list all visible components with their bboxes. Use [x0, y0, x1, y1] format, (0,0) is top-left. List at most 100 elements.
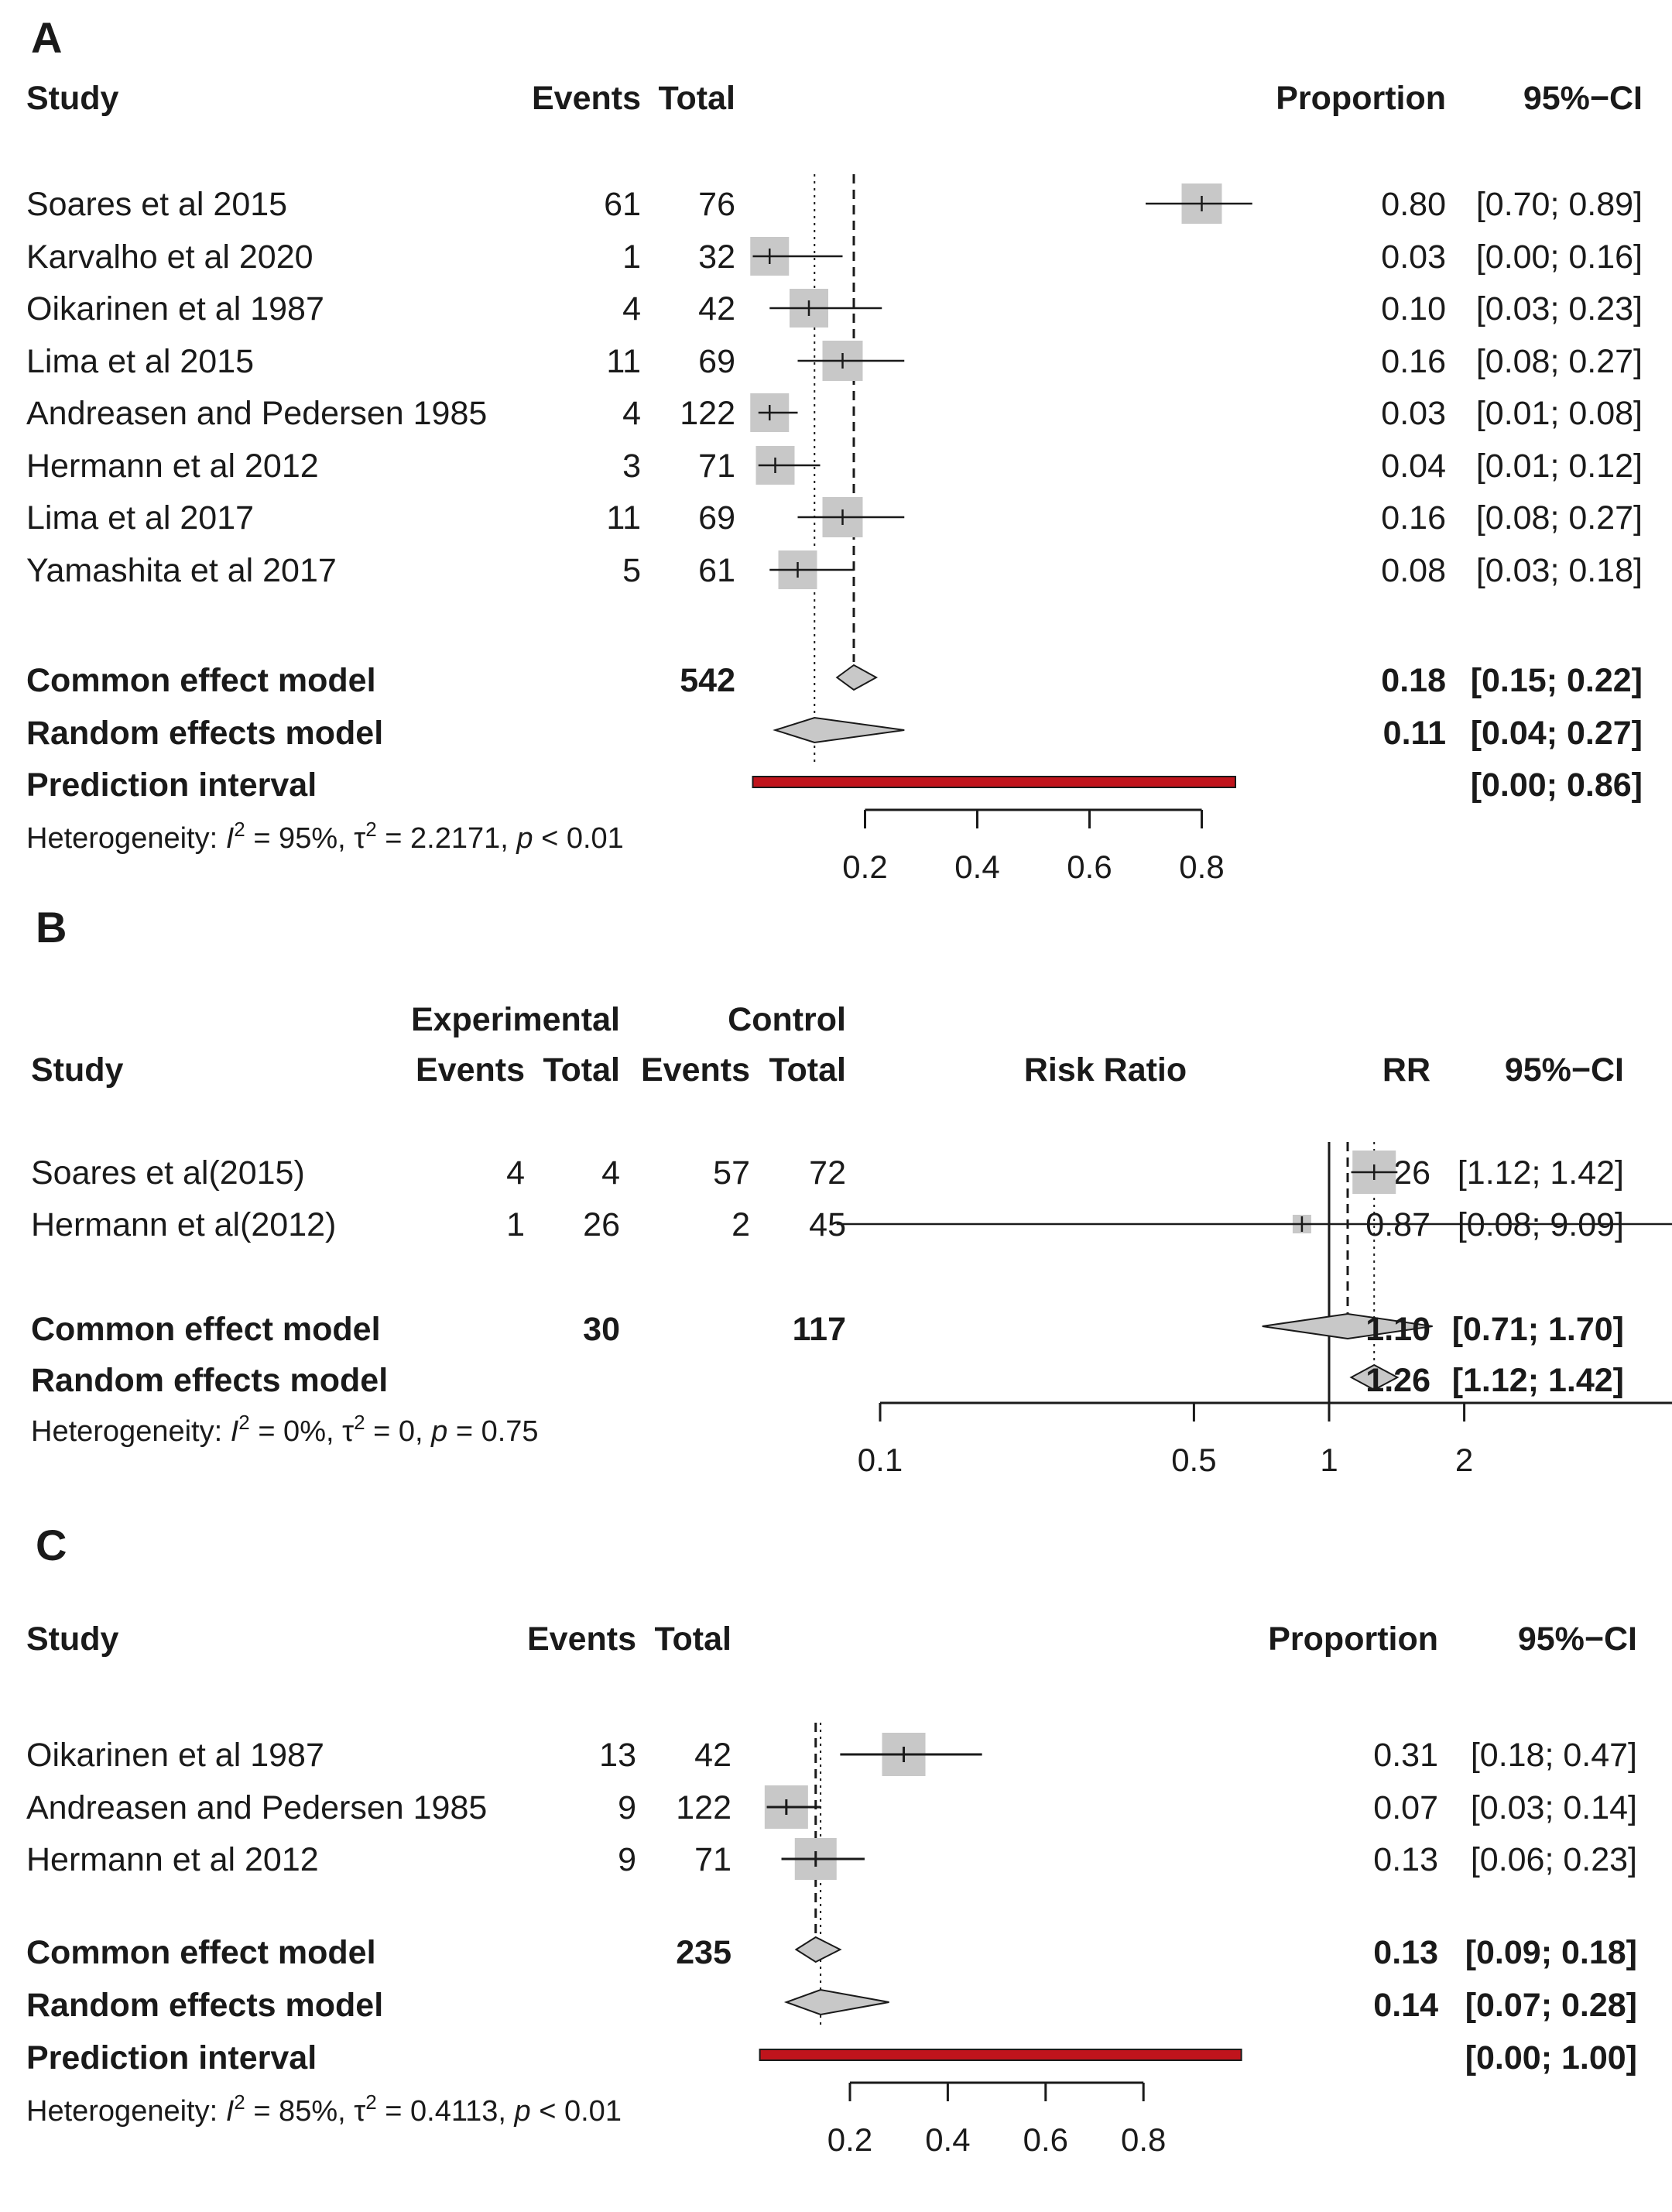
study-name: Andreasen and Pedersen 1985: [26, 1789, 487, 1826]
study-total: 42: [698, 290, 735, 328]
study-events: 11: [606, 499, 641, 537]
plot-area-a: 0.2 0.4 0.6 0.8: [750, 174, 1252, 885]
common-effect-label: Common effect model: [26, 662, 376, 699]
study-events: 3: [622, 448, 641, 485]
proportion-header: Proportion: [1268, 1620, 1438, 1658]
random-effects-diamond: [783, 1988, 889, 2016]
control-total: 72: [809, 1154, 846, 1192]
common-effect-estimate: 0.13: [1373, 1934, 1438, 1971]
study-estimate: 0.16: [1381, 499, 1446, 537]
study-events: 4: [622, 290, 641, 328]
x-axis-tick-label: 0.5: [1171, 1442, 1216, 1478]
events-header: Events: [527, 1620, 636, 1658]
x-axis-tick-label: 1: [1320, 1442, 1338, 1478]
random-effects-estimate: 0.11: [1383, 715, 1446, 752]
random-effects-ci: [1.12; 1.42]: [1452, 1362, 1624, 1399]
common-effect-ci: [0.09; 0.18]: [1465, 1934, 1637, 1971]
random-effects-estimate: 1.26: [1365, 1362, 1430, 1399]
study-events: 11: [606, 343, 641, 380]
study-events: 5: [622, 552, 641, 589]
x-axis-tick-label: 0.2: [827, 2121, 872, 2158]
experimental-events: 1: [506, 1206, 525, 1243]
panel-label-c: C: [36, 1521, 67, 1569]
common-effect-diamond: [1262, 1312, 1433, 1340]
common-effect-ci: [0.71; 1.70]: [1452, 1311, 1624, 1348]
common-effect-ci: [0.15; 0.22]: [1471, 662, 1643, 699]
study-total: 71: [698, 448, 735, 485]
proportion-header: Proportion: [1276, 80, 1446, 117]
study-name: Soares et al(2015): [31, 1154, 305, 1192]
panel-a: A Study Events Total Proportion 95%−CI S…: [26, 13, 1643, 885]
study-name: Yamashita et al 2017: [26, 552, 337, 589]
experimental-total: 26: [583, 1206, 620, 1243]
study-name: Oikarinen et al 1987: [26, 1737, 324, 1774]
random-effects-diamond: [1349, 1363, 1400, 1391]
total-header: Total: [658, 80, 735, 117]
study-ci: [0.00; 0.16]: [1476, 238, 1643, 276]
study-ci: [0.01; 0.08]: [1476, 395, 1643, 432]
total-header: Total: [654, 1620, 732, 1658]
study-total: 61: [698, 552, 735, 589]
common-effect-estimate: 0.18: [1381, 662, 1446, 699]
heterogeneity-statement: Heterogeneity: I2 = 95%, τ2 = 2.2171, p …: [26, 818, 624, 855]
study-events: 9: [618, 1789, 636, 1826]
study-name: Lima et al 2015: [26, 343, 254, 380]
common-effect-experimental-total: 30: [583, 1311, 620, 1348]
control-events-header: Events: [641, 1051, 750, 1089]
study-estimate: 0.07: [1373, 1789, 1438, 1826]
ci-header: 95%−CI: [1518, 1620, 1637, 1658]
study-total: 69: [698, 499, 735, 537]
study-events: 1: [622, 238, 641, 276]
ci-header: 95%−CI: [1523, 80, 1643, 117]
study-events: 61: [604, 186, 641, 223]
study-estimate: 0.03: [1381, 395, 1446, 432]
study-events: 4: [622, 395, 641, 432]
random-effects-ci: [0.04; 0.27]: [1471, 715, 1643, 752]
study-name: Andreasen and Pedersen 1985: [26, 395, 487, 432]
study-total: 69: [698, 343, 735, 380]
x-axis-tick-label: 0.8: [1121, 2121, 1166, 2158]
common-effect-diamond: [835, 664, 879, 691]
control-header: Control: [728, 1001, 846, 1038]
study-ci: [1.12; 1.42]: [1458, 1154, 1624, 1192]
study-ci: [0.18; 0.47]: [1471, 1737, 1637, 1774]
study-rows: Soares et al 2015 61 76 0.80 [0.70; 0.89] Kar…: [26, 186, 1643, 589]
x-axis-tick-label: 0.8: [1179, 849, 1224, 885]
panel-label-a: A: [31, 13, 62, 62]
prediction-interval-ci: [0.00; 1.00]: [1465, 2039, 1637, 2077]
study-total: 122: [676, 1789, 732, 1826]
study-name: Lima et al 2017: [26, 499, 254, 537]
study-estimate: 0.04: [1381, 448, 1446, 485]
study-ci: [0.03; 0.18]: [1476, 552, 1643, 589]
x-axis-tick-label: 0.4: [954, 849, 999, 885]
plot-area-c: 0.2 0.4 0.6 0.8: [759, 1723, 1242, 2158]
study-name: Hermann et al 2012: [26, 448, 319, 485]
study-estimate: 0.80: [1381, 186, 1446, 223]
experimental-events-header: Events: [416, 1051, 525, 1089]
x-axis-tick-label: 0.1: [858, 1442, 903, 1478]
study-estimate: 0.08: [1381, 552, 1446, 589]
study-estimate: 0.13: [1373, 1841, 1438, 1878]
common-effect-control-total: 117: [793, 1311, 846, 1348]
random-effects-label: Random effects model: [31, 1362, 388, 1399]
common-effect-label: Common effect model: [26, 1934, 376, 1971]
control-events: 2: [732, 1206, 750, 1243]
x-axis-tick-label: 0.4: [925, 2121, 970, 2158]
study-name: Soares et al 2015: [26, 186, 287, 223]
study-name: Hermann et al 2012: [26, 1841, 319, 1878]
study-header: Study: [26, 1620, 119, 1658]
study-estimate: 0.16: [1381, 343, 1446, 380]
study-ci: [0.08; 0.27]: [1476, 499, 1643, 537]
prediction-interval-label: Prediction interval: [26, 2039, 317, 2077]
risk-ratio-header: Risk Ratio: [1024, 1051, 1187, 1089]
study-total: 42: [694, 1737, 732, 1774]
study-estimate: 0.03: [1381, 238, 1446, 276]
panel-c: C Study Events Total Proportion 95%−CI O…: [26, 1521, 1637, 2158]
study-rows: Oikarinen et al 1987 13 42 0.31 [0.18; 0.47]…: [26, 1737, 1637, 1878]
study-events: 13: [599, 1737, 636, 1774]
ci-header: 95%−CI: [1505, 1051, 1624, 1089]
common-effect-total: 235: [676, 1934, 732, 1971]
prediction-interval-bar: [759, 2049, 1242, 2061]
common-effect-label: Common effect model: [31, 1311, 381, 1348]
